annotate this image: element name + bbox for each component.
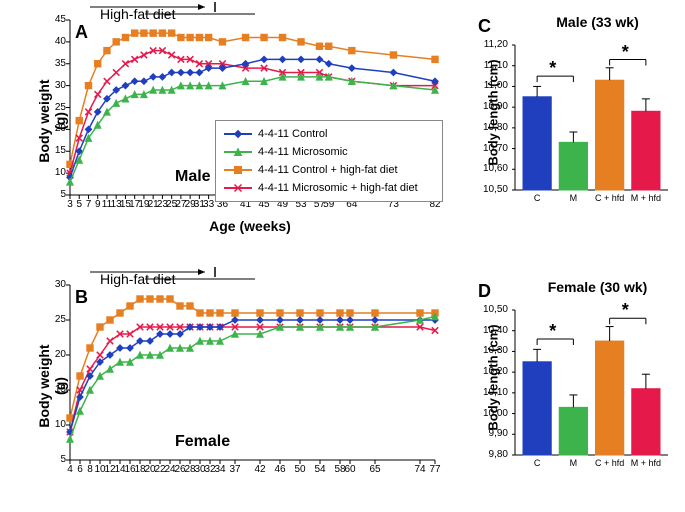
legend-item: 4-4-11 Control + high-fat diet xyxy=(224,161,434,179)
legend-label: 4-4-11 Microsomic xyxy=(258,146,348,158)
bar-chart-D xyxy=(510,285,670,475)
line-chart-B xyxy=(60,275,440,485)
figure-root: 5101520253035404535791113151719212325272… xyxy=(0,0,685,512)
legend-item: 4-4-11 Microsomic xyxy=(224,143,434,161)
legend-label: 4-4-11 Microsomic + high-fat diet xyxy=(258,182,418,194)
legend-item: 4-4-11 Control xyxy=(224,125,434,143)
legend: 4-4-11 Control 4-4-11 Microsomic 4-4-11 Co… xyxy=(215,120,443,202)
bar-chart-C xyxy=(510,20,670,210)
legend-label: 4-4-11 Control xyxy=(258,128,328,140)
legend-label: 4-4-11 Control + high-fat diet xyxy=(258,164,398,176)
legend-item: 4-4-11 Microsomic + high-fat diet xyxy=(224,179,434,197)
